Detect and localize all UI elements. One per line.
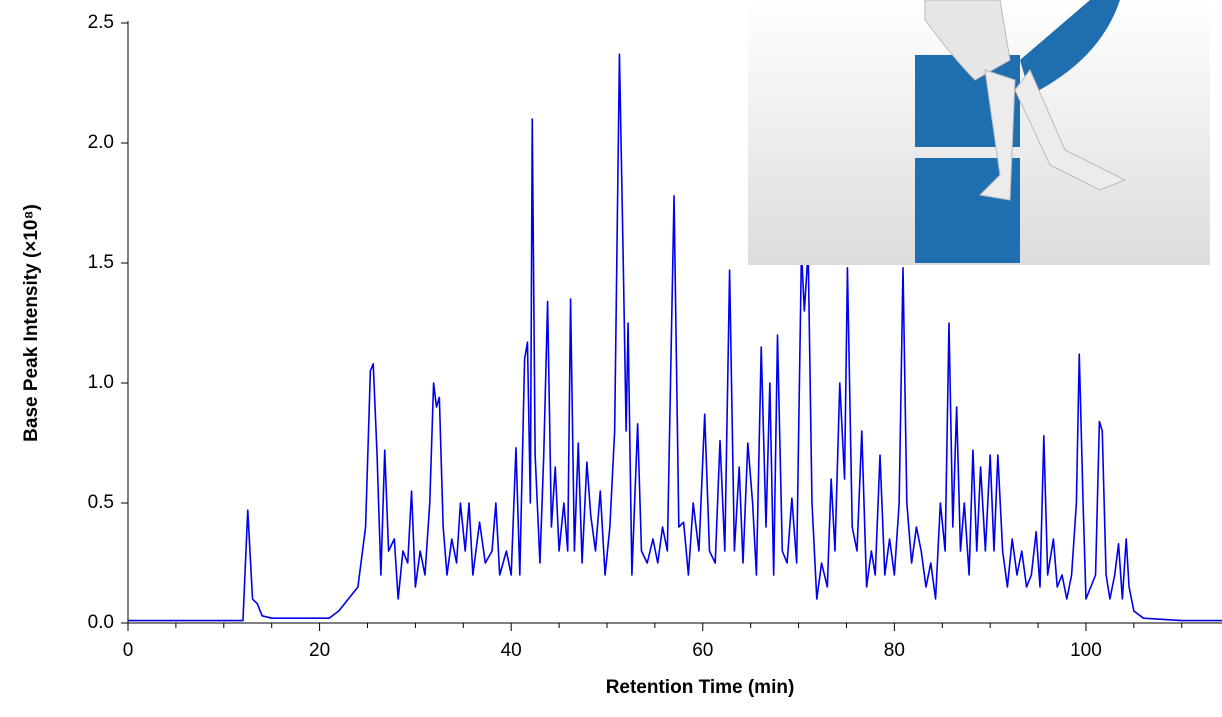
x-tick-label: 40 (501, 640, 522, 661)
figure-leg (978, 69, 1016, 201)
plot-area (128, 53, 1222, 622)
x-tick-label: 60 (692, 640, 713, 661)
axes: 0.0 0.5 1.0 1.5 2.0 2.5 0 20 40 60 80 100 Retention … (21, 12, 1222, 698)
y-tick-label: 2.0 (88, 132, 114, 153)
y-tick-label: 1.5 (88, 252, 114, 273)
y-axis-label: Base Peak Intensity (×10⁸) (21, 204, 42, 442)
figure-body (924, 0, 1011, 81)
y-tick-label: 2.5 (88, 12, 114, 33)
chromatogram-line (128, 53, 1222, 622)
question-mark-curve (1020, 0, 1120, 95)
y-tick-label: 0.5 (88, 492, 114, 513)
x-tick-label: 20 (309, 640, 330, 661)
y-tick-label: 0.0 (88, 612, 114, 633)
x-tick-label: 0 (123, 640, 134, 661)
y-tick-label: 1.0 (88, 372, 114, 393)
illustration (748, 0, 1210, 265)
x-tick-label: 80 (884, 640, 905, 661)
x-axis-label: Retention Time (min) (606, 677, 795, 698)
x-tick-label: 100 (1070, 640, 1102, 661)
figure-leg (1014, 69, 1127, 191)
